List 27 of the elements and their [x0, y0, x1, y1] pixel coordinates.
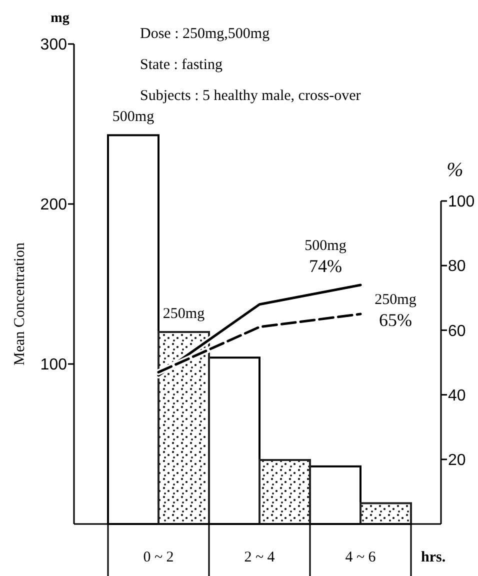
- y-axis-title: Mean Concentration: [12, 242, 28, 366]
- x-tick-label: 2 ~ 4: [244, 549, 276, 566]
- y-tick-label: 300: [40, 36, 68, 54]
- text: 500mg: [304, 238, 347, 254]
- y2-axis-title: %: [446, 159, 464, 181]
- x-tick-label: 0 ~ 2: [143, 549, 174, 566]
- y2-tick-label: 20: [448, 452, 466, 469]
- text: Dose : 250mg,500mg: [140, 26, 270, 42]
- annotation: Subjects : 5 healthy male, cross-over: [140, 88, 361, 104]
- bar: [258, 459, 311, 525]
- y2-tick-label: 40: [448, 387, 466, 404]
- y2-tick-label: 100: [448, 194, 475, 211]
- bar: [158, 331, 210, 525]
- y-tick-label: 100: [40, 356, 68, 374]
- text: mg: [50, 11, 70, 26]
- data-label: 65%: [379, 310, 412, 330]
- x-tick-label: 4 ~ 6: [345, 549, 376, 566]
- y2-tick-label: 80: [448, 258, 466, 276]
- annotation: State : fasting: [140, 57, 223, 73]
- y2-tick-label: 60: [448, 322, 466, 340]
- bar: [360, 502, 412, 525]
- series-label: 250mg: [374, 292, 417, 308]
- series-label: 500mg: [112, 109, 155, 126]
- series-label: 250mg: [162, 306, 206, 322]
- y-tick-label: 200: [40, 196, 68, 214]
- x-axis-title: hrs.: [421, 549, 446, 566]
- data-label: 74%: [309, 256, 342, 276]
